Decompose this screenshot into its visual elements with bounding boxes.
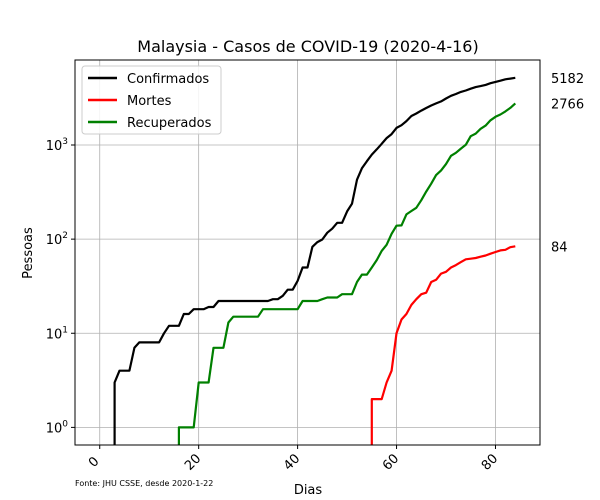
y-tick-label: 100 — [46, 419, 69, 436]
series-lines — [113, 76, 517, 445]
end-label-confirmados: 5182 — [551, 72, 584, 87]
y-tick-label: 102 — [46, 231, 68, 248]
y-axis-ticks: 100 101 102 103 — [46, 137, 75, 436]
x-tick-label: 60 — [380, 451, 402, 473]
x-tick-label: 0 — [86, 454, 102, 470]
end-label-recuperados: 2766 — [551, 97, 584, 112]
y-tick-label: 103 — [46, 137, 68, 154]
end-labels: 5182 84 2766 — [551, 72, 584, 256]
x-tick-label: 80 — [479, 451, 501, 473]
legend-label-recuperados: Recuperados — [127, 116, 212, 131]
series-line-recuperados — [177, 102, 517, 445]
x-axis-title: Dias — [294, 483, 323, 498]
legend-label-mortes: Mortes — [127, 94, 172, 109]
plot-frame — [74, 59, 541, 446]
legend-label-confirmados: Confirmados — [127, 72, 209, 87]
x-tick-label: 20 — [182, 451, 204, 473]
legend: Confirmados Mortes Recuperados — [81, 65, 222, 135]
source-note: Fonte: JHU CSSE, desde 2020-1-22 — [75, 479, 213, 488]
end-label-mortes: 84 — [551, 240, 568, 255]
legend-box — [81, 65, 222, 135]
y-tick-label: 101 — [46, 325, 68, 342]
x-tick-label: 40 — [281, 451, 303, 473]
x-axis-ticks: 0 20 40 60 80 — [86, 445, 501, 474]
series-line-confirmados — [113, 76, 516, 445]
chart-title: Malaysia - Casos de COVID-19 (2020-4-16) — [137, 37, 478, 56]
y-axis-title: Pessoas — [21, 227, 36, 279]
series-line-mortes — [370, 245, 516, 445]
